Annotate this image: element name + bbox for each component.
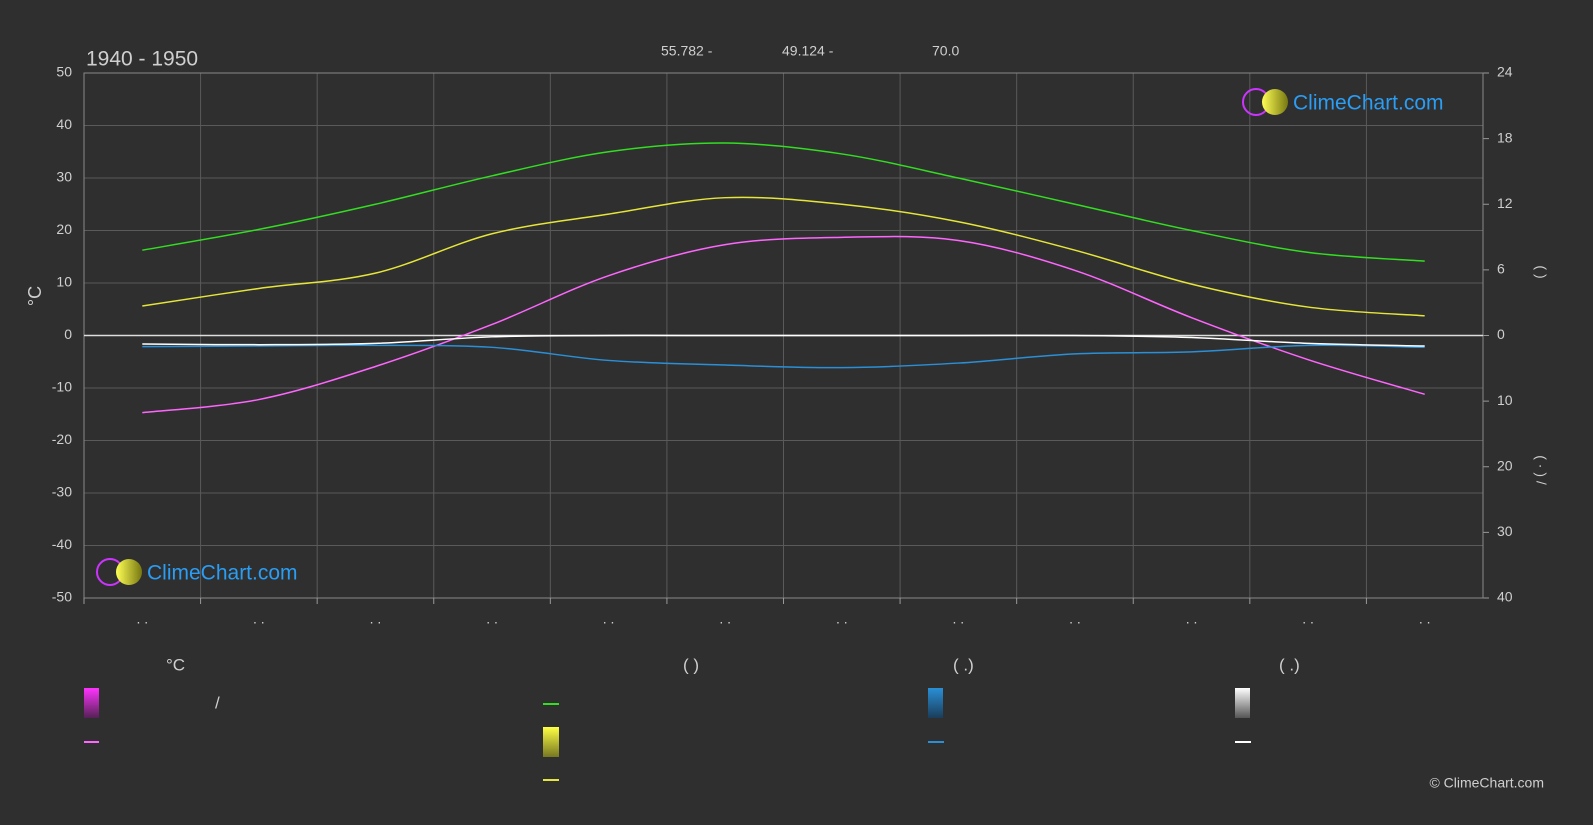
series-line [142,344,1425,369]
x-tick-label: . . [1186,611,1198,627]
series-line [142,235,1425,414]
chart-title: 1940 - 1950 [86,48,198,71]
copyright: © ClimeChart.com [1429,775,1544,791]
y-tick-label: 20 [56,221,72,237]
legend-swatch [928,688,943,718]
y-tick-label: -20 [52,431,72,447]
x-tick-label: . . [486,611,498,627]
y-tick-label: -30 [52,484,72,500]
logo-text: ClimeChart.com [147,562,298,585]
y3-axis-label: ( · ) / [1533,455,1549,485]
x-tick-label: . . [836,611,848,627]
y-tick-label: 10 [56,274,72,290]
y2-tick-label: 24 [1497,64,1513,80]
header-note: 55.782 - [661,43,713,59]
y3-tick-label: 20 [1497,457,1513,473]
legend-header: ( .) [953,655,974,674]
y-tick-label: 0 [64,326,72,342]
y2-tick-label: 6 [1497,261,1505,277]
y-tick-label: -50 [52,589,72,605]
legend: °C ( ) ( .) ( .) / [84,655,1300,781]
legend-header: ( .) [1279,655,1300,674]
y-tick-label: 40 [56,116,72,132]
x-tick-label: . . [1419,611,1431,627]
y-axis-label: °C [25,286,45,306]
legend-header: ( ) [683,655,699,674]
y3-tick-label: 10 [1497,392,1513,408]
x-tick-label: . . [603,611,615,627]
logo: ClimeChart.com [1242,88,1444,116]
x-tick-label: . . [1302,611,1314,627]
x-tick-label: . . [953,611,965,627]
y2-axis-label: ( ) [1533,265,1549,278]
y2-tick-label: 0 [1497,326,1505,342]
y3-tick-label: 40 [1497,589,1513,605]
y3-tick-label: 30 [1497,523,1513,539]
logo: ClimeChart.com [96,558,298,586]
legend-text: / [215,693,220,712]
y-tick-label: 50 [56,64,72,80]
x-tick-label: . . [1069,611,1081,627]
y-tick-label: -40 [52,536,72,552]
header-note: 70.0 [932,43,959,59]
legend-swatch [1235,688,1250,718]
legend-swatch [543,727,559,757]
x-tick-label: . . [370,611,382,627]
x-tick-label: . . [136,611,148,627]
plot-area: 50 40 30 20 10 0 -10 -20 -30 -40 -50 24 18 12 6 0 10 20 30… [52,64,1513,627]
y-tick-label: -10 [52,379,72,395]
series-line [142,334,1425,347]
y2-tick-label: 12 [1497,195,1513,211]
x-tick-label: . . [719,611,731,627]
y-tick-label: 30 [56,169,72,185]
series-line [142,196,1425,317]
series-line [142,142,1425,262]
logo-text: ClimeChart.com [1293,92,1444,115]
legend-header: °C [166,655,185,674]
y2-tick-label: 18 [1497,129,1513,145]
header-note: 49.124 - [782,43,834,59]
x-tick-label: . . [253,611,265,627]
legend-swatch [84,688,99,718]
